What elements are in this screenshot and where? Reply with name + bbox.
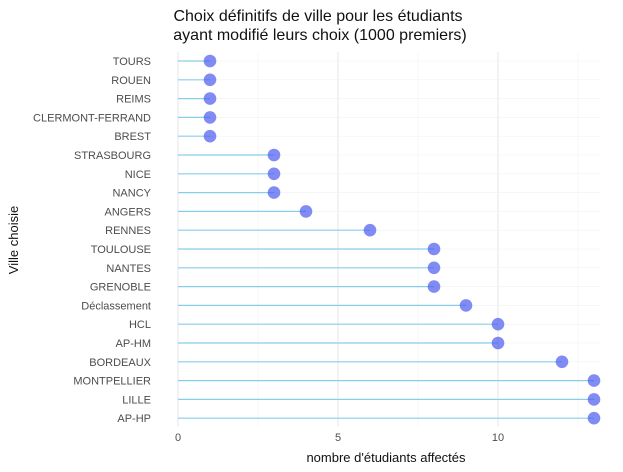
- lollipop-point: [587, 411, 601, 425]
- y-tick-label: REIMS: [116, 94, 151, 106]
- lollipop-point: [267, 186, 281, 199]
- y-tick-label: HCL: [129, 319, 151, 331]
- y-tick-label: AP-HM: [116, 338, 151, 350]
- lollipop-point: [587, 393, 601, 406]
- y-tick-label: CLERMONT-FERRAND: [33, 112, 151, 124]
- y-tick-label: RENNES: [105, 225, 151, 237]
- lollipop-point: [491, 336, 505, 350]
- lollipop-point: [427, 242, 441, 256]
- lollipop-point: [427, 280, 441, 293]
- point-layer: [203, 54, 601, 425]
- x-axis-label: nombre d'étudiants affectés: [306, 450, 466, 465]
- lollipop-point: [203, 111, 217, 124]
- lollipop-point: [491, 317, 505, 331]
- y-tick-label: ANGERS: [105, 206, 151, 218]
- lollipop-point: [459, 299, 473, 312]
- lollipop-point: [203, 73, 217, 87]
- y-tick-label: MONTPELLIER: [73, 376, 151, 388]
- stem-layer: [178, 60, 594, 419]
- chart-title-line-1: Choix définitifs de ville pour les étudi…: [173, 8, 462, 25]
- y-tick-label: LILLE: [122, 394, 151, 406]
- x-tick-labels: 0 5 10: [175, 432, 504, 444]
- y-tick-label: STRASBOURG: [74, 150, 151, 162]
- y-tick-labels: TOURS ROUEN REIMS CLERMONT-FERRAND BREST STRA…: [33, 56, 152, 425]
- y-tick-label: TOULOUSE: [91, 244, 151, 256]
- y-tick-label: ROUEN: [111, 75, 151, 87]
- x-tick-label: 5: [335, 432, 341, 444]
- lollipop-point: [587, 374, 601, 387]
- lollipop-point: [299, 205, 313, 218]
- grid-layer: [177, 52, 600, 426]
- lollipop-point: [267, 167, 281, 181]
- x-tick-label: 10: [492, 432, 504, 444]
- y-tick-label: TOURS: [113, 56, 151, 68]
- y-tick-label: AP-HP: [117, 413, 151, 425]
- lollipop-point: [363, 223, 377, 237]
- lollipop-point: [267, 148, 281, 162]
- y-tick-label: Déclassement: [81, 300, 151, 312]
- chart-title-line-2: ayant modifié leurs choix (1000 premiers…: [173, 27, 466, 44]
- y-tick-label: NICE: [125, 169, 151, 181]
- y-tick-label: NANTES: [106, 263, 151, 275]
- y-axis-label: Ville choisie: [6, 206, 21, 274]
- lollipop-point: [427, 261, 441, 275]
- lollipop-point: [203, 92, 217, 105]
- lollipop-point: [555, 355, 569, 369]
- lollipop-point: [203, 129, 217, 143]
- y-tick-label: BORDEAUX: [89, 357, 151, 369]
- y-tick-label: BREST: [114, 131, 151, 143]
- lollipop-point: [203, 54, 217, 68]
- y-tick-label: GRENOBLE: [90, 282, 151, 294]
- y-tick-label: NANCY: [112, 188, 151, 200]
- x-tick-label: 0: [175, 432, 181, 444]
